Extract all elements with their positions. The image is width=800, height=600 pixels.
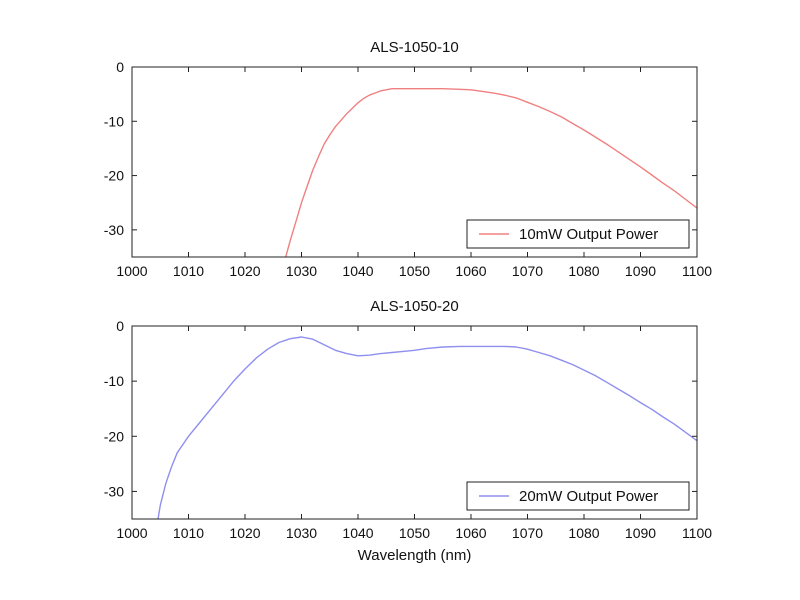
chart-2-legend: 20mW Output Power [466, 481, 690, 511]
chart-2-x-tick-label: 1000 [116, 525, 147, 541]
chart-1-y-tick-label: -30 [104, 222, 124, 238]
chart-1-x-tick-label: 1050 [399, 263, 430, 279]
chart-1-x-tick-label: 1060 [455, 263, 486, 279]
chart-2-x-tick-label: 1050 [399, 525, 430, 541]
chart-2-y-tick-label: -30 [104, 483, 124, 499]
chart-1-x-tick-label: 1040 [342, 263, 373, 279]
chart-1-y-tick-label: 0 [116, 59, 124, 75]
chart-2-x-tick-label: 1020 [229, 525, 260, 541]
chart-1-x-tick-label: 1020 [229, 263, 260, 279]
chart-1-y-tick-label: -20 [104, 168, 124, 184]
chart-1-x-tick-label: 1070 [512, 263, 543, 279]
chart-1-x-tick-label: 1080 [568, 263, 599, 279]
chart-2: ALS-1050-20 1000 1010 1020 1030 1040 1050 1060 1… [104, 298, 712, 564]
chart-2-y-tick-label: 0 [116, 318, 124, 334]
chart-2-x-tick-label: 1060 [455, 525, 486, 541]
chart-2-x-tick-label: 1030 [286, 525, 317, 541]
chart-1-y-tick-label: -10 [104, 113, 124, 129]
chart-2-x-tick-label: 1070 [512, 525, 543, 541]
chart-1-series-line-1 [285, 87, 697, 257]
chart-1-legend: 10mW Output Power [466, 219, 690, 249]
chart-2-y-tick-label: -20 [104, 428, 124, 444]
chart-2-x-axis-label: Wavelength (nm) [358, 547, 472, 564]
chart-1-title: ALS-1050-10 [370, 39, 458, 56]
chart-1-x-tick-label: 1030 [286, 263, 317, 279]
chart-2-x-tick-label: 1100 [682, 525, 712, 541]
chart-1: ALS-1050-10 1000 1010 1020 1030 1040 1050 1060 1… [104, 39, 712, 279]
chart-1-x-tick-label: 1090 [625, 263, 656, 279]
chart-1-x-tick-label: 1000 [116, 263, 147, 279]
chart-2-x-tick-label: 1040 [342, 525, 373, 541]
chart-2-x-tick-label: 1010 [173, 525, 204, 541]
chart-2-series-line-1 [157, 336, 697, 519]
chart-1-x-tick-label: 1010 [173, 263, 204, 279]
chart-1-legend-label: 10mW Output Power [519, 226, 658, 243]
chart-2-title: ALS-1050-20 [370, 298, 458, 315]
chart-1-x-tick-label: 1100 [682, 263, 712, 279]
chart-2-legend-label: 20mW Output Power [519, 488, 658, 505]
chart-2-x-tick-label: 1080 [568, 525, 599, 541]
chart-2-y-tick-label: -10 [104, 373, 124, 389]
chart-2-x-tick-label: 1090 [625, 525, 656, 541]
